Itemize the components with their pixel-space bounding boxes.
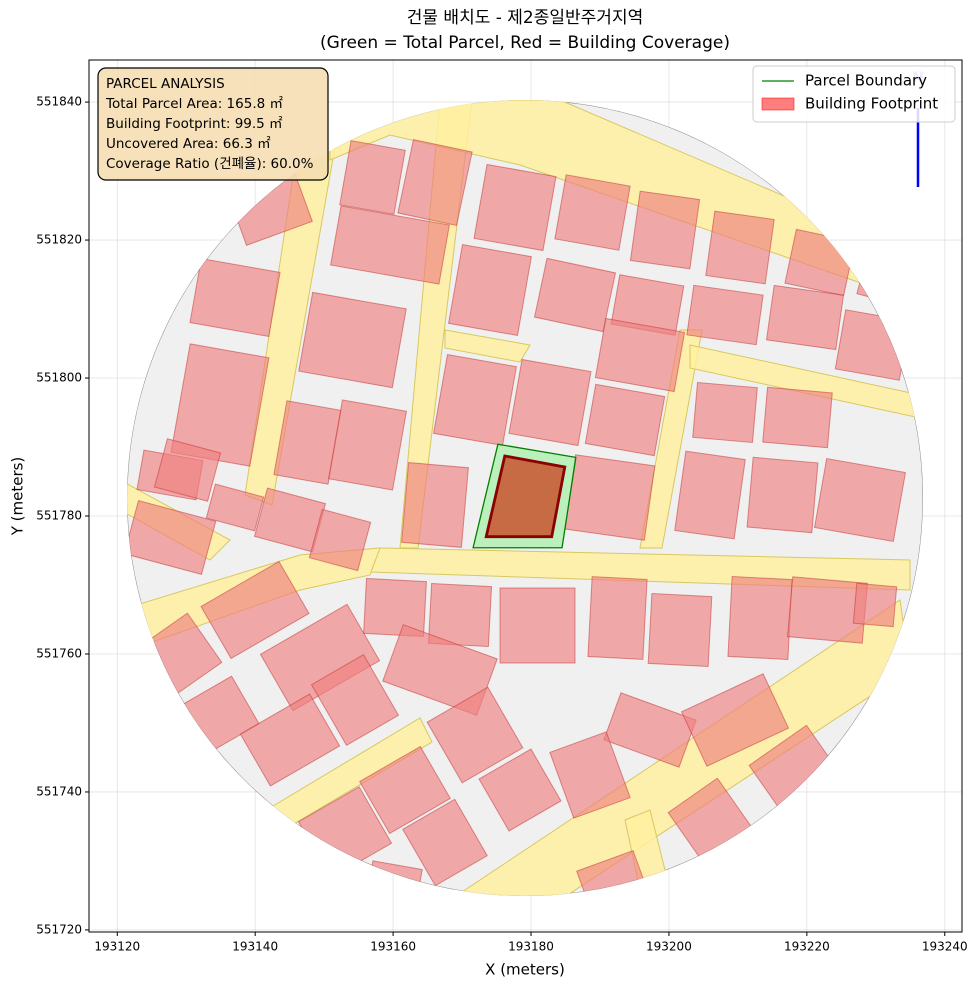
- x-tick-label: 193220: [784, 940, 830, 954]
- chart-title: 건물 배치도 - 제2종일반주거지역: [407, 8, 643, 28]
- context-building: [330, 205, 450, 285]
- context-building: [852, 582, 898, 628]
- context-map: [127, 100, 923, 896]
- legend-swatch: [761, 97, 795, 111]
- context-building: [359, 745, 451, 835]
- context-building: [564, 454, 656, 541]
- context-building: [554, 174, 631, 251]
- context-building: [402, 798, 488, 887]
- context-building: [647, 592, 713, 668]
- context-building: [205, 483, 265, 532]
- context-building: [680, 673, 790, 767]
- annotation-line: Coverage Ratio (건폐율): 60.0%: [106, 156, 314, 172]
- context-building: [433, 353, 517, 447]
- y-tick-label: 551800: [36, 371, 82, 385]
- x-tick-label: 193240: [922, 940, 968, 954]
- x-tick-label: 193180: [508, 940, 554, 954]
- context-building: [834, 309, 911, 381]
- context-building: [200, 560, 310, 660]
- context-building: [308, 508, 372, 572]
- x-tick-label: 193140: [232, 940, 278, 954]
- context-building: [813, 458, 907, 542]
- context-building: [327, 399, 408, 491]
- context-building: [594, 317, 686, 393]
- context-building: [603, 692, 697, 768]
- context-building: [705, 210, 775, 285]
- legend: Parcel Boundary Building Footprint: [752, 65, 956, 123]
- legend-label: Building Footprint: [805, 95, 938, 113]
- chart-subtitle: (Green = Total Parcel, Red = Building Co…: [320, 33, 730, 53]
- context-building: [339, 140, 406, 215]
- x-tick-label: 193160: [370, 940, 416, 954]
- context-building: [549, 731, 631, 819]
- context-building: [448, 243, 532, 337]
- analysis-box: PARCEL ANALYSIS Total Parcel Area: 165.8 …: [97, 67, 329, 181]
- context-building: [686, 284, 764, 346]
- context-building: [127, 499, 217, 576]
- context-building: [508, 358, 592, 447]
- legend-frame: [752, 65, 956, 123]
- context-building: [762, 386, 833, 449]
- context-building: [153, 438, 222, 502]
- context-building: [363, 577, 427, 638]
- y-tick-label: 551740: [36, 784, 82, 798]
- legend-label: Parcel Boundary: [805, 72, 927, 90]
- context-building: [629, 190, 701, 270]
- analysis-box-frame: [97, 67, 329, 181]
- context-building: [587, 576, 648, 660]
- annotation-line: Building Footprint: 99.5 ㎡: [106, 116, 283, 132]
- annotation-line: Total Parcel Area: 165.8 ㎡: [105, 96, 283, 112]
- y-axis-label: Y (meters): [9, 457, 27, 537]
- context-building: [397, 138, 473, 227]
- building-footprint: [484, 454, 567, 539]
- context-building: [401, 461, 469, 549]
- x-axis-label: X (meters): [485, 961, 565, 979]
- y-tick-label: 551720: [36, 922, 82, 936]
- context-building: [674, 450, 746, 540]
- context-building: [533, 257, 617, 333]
- context-building: [499, 587, 576, 664]
- context-building: [189, 257, 281, 338]
- y-tick-label: 551820: [36, 233, 82, 247]
- y-tick-label: 551840: [36, 95, 82, 109]
- annotation-line: Uncovered Area: 66.3 ㎡: [106, 136, 271, 152]
- context-building: [765, 284, 845, 351]
- context-building: [426, 686, 524, 784]
- context-building: [473, 163, 557, 252]
- x-tick-label: 193120: [94, 940, 140, 954]
- context-building: [784, 228, 856, 297]
- context-building: [584, 383, 666, 457]
- annotation-line: PARCEL ANALYSIS: [106, 76, 225, 92]
- context-building: [727, 575, 793, 661]
- context-building: [746, 456, 819, 534]
- x-tick-label: 193200: [646, 940, 692, 954]
- context-building: [692, 381, 758, 444]
- y-tick-label: 551780: [36, 509, 82, 523]
- context-building: [239, 693, 341, 787]
- context-building: [298, 291, 407, 389]
- context-building: [478, 748, 562, 832]
- y-tick-label: 551760: [36, 646, 82, 660]
- context-building: [310, 654, 400, 746]
- axes-frame: [88, 59, 963, 933]
